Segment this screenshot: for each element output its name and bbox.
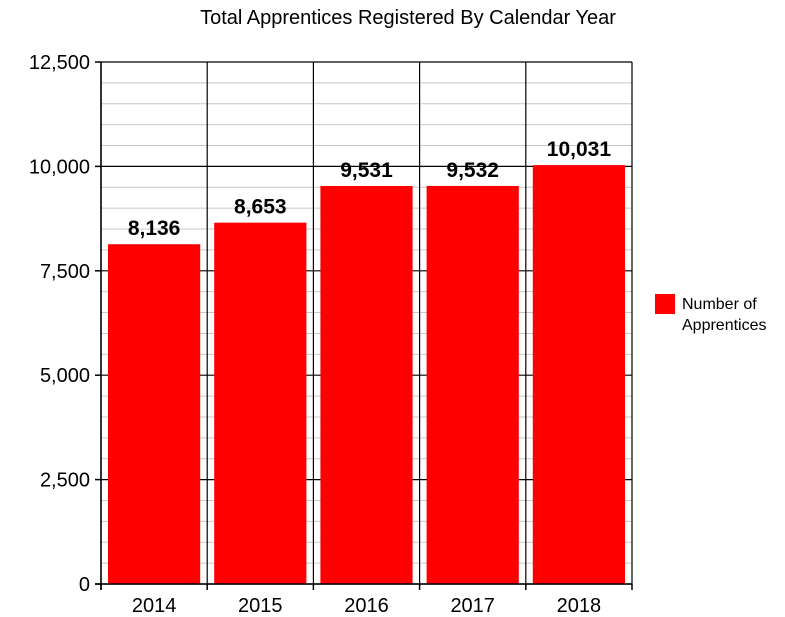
- y-tick-label: 2,500: [40, 470, 90, 492]
- y-tick-label: 7,500: [40, 261, 90, 283]
- legend: Number of Apprentices: [655, 294, 767, 334]
- y-tick-label: 0: [79, 574, 90, 596]
- axes: 0 2,500 5,000 7,500 10,000 12,500 2014 2015 2016…: [29, 52, 633, 617]
- data-label: 8,136: [128, 217, 181, 240]
- x-tick-label: 2015: [238, 595, 283, 617]
- legend-swatch: [655, 294, 675, 314]
- x-tick-label: 2017: [450, 595, 495, 617]
- x-tick-label: 2018: [557, 595, 602, 617]
- chart-title: Total Apprentices Registered By Calendar…: [200, 7, 616, 29]
- legend-label: Number of: [682, 296, 757, 313]
- data-labels: 8,136 8,653 9,531 9,532 10,031: [128, 138, 612, 240]
- y-tick-label: 10,000: [29, 156, 90, 178]
- bar-2017: [426, 185, 519, 585]
- data-label: 8,653: [234, 196, 287, 219]
- legend-label: Apprentices: [682, 317, 767, 334]
- data-label: 9,531: [340, 159, 393, 182]
- data-label: 9,532: [446, 159, 499, 182]
- x-tick-label: 2016: [344, 595, 389, 617]
- y-tick-label: 12,500: [29, 52, 90, 74]
- bar-2018: [532, 165, 625, 584]
- bar-2015: [214, 222, 307, 584]
- bar-2014: [108, 244, 201, 584]
- bar-2016: [320, 185, 413, 584]
- bars: [108, 165, 625, 585]
- y-tick-label: 5,000: [40, 365, 90, 387]
- data-label: 10,031: [547, 138, 612, 161]
- x-tick-label: 2014: [132, 595, 177, 617]
